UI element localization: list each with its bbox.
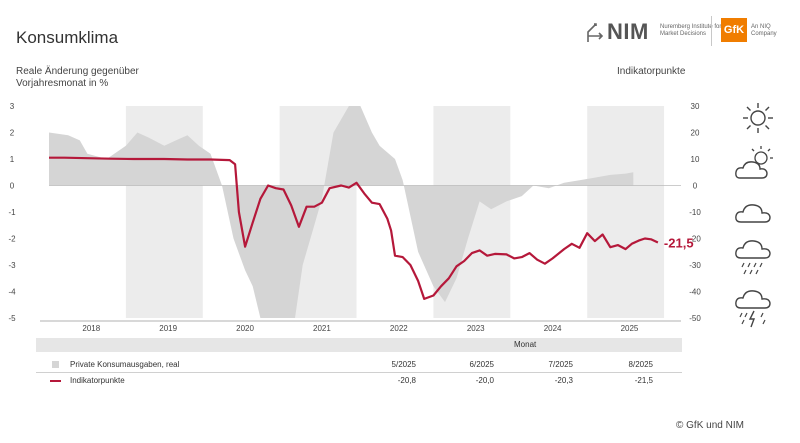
nim-logo-text: NIM xyxy=(607,19,649,44)
legend-header: Monat xyxy=(36,338,682,352)
year-label-2023: 2023 xyxy=(467,324,485,333)
year-label-2019: 2019 xyxy=(159,324,177,333)
arrow-logo-icon xyxy=(587,23,604,42)
legend-value-5: -20,8 xyxy=(397,376,416,385)
left-axis-label-line2: Vorjahresmonat in % xyxy=(16,78,109,89)
right-tick-20: 20 xyxy=(691,129,700,138)
legend-table: Monat 5/2025 6/2025 7/2025 8/2025 Privat… xyxy=(36,338,682,390)
left-tick-0: 0 xyxy=(10,182,15,191)
gfk-logo: GfK xyxy=(721,18,747,42)
legend-row-consumption: Private Konsumausgaben, real xyxy=(36,358,682,373)
year-label-2020: 2020 xyxy=(236,324,254,333)
right-tick--30: -30 xyxy=(689,261,701,270)
left-tick--1: -1 xyxy=(8,208,16,217)
legend-month-5: 5/2025 xyxy=(391,360,416,369)
left-axis-label: Reale Änderung gegenüber Vorjahresmonat … xyxy=(16,66,176,90)
legend-value-6: -20,0 xyxy=(475,376,494,385)
left-tick--4: -4 xyxy=(8,288,16,297)
nim-logo-subtitle: Nuremberg Institute for Market Decisions xyxy=(660,24,722,37)
legend-month-8: 8/2025 xyxy=(628,360,653,369)
year-label-2018: 2018 xyxy=(82,324,100,333)
legend-row-indicator: Indikatorpunkte -20,8 -20,0 -20,3 -21,5 xyxy=(36,374,682,388)
copyright: © GfK und NIM xyxy=(676,420,744,431)
logo-separator xyxy=(711,16,712,46)
end-value-label: -21,5 xyxy=(664,235,694,250)
legend-swatch-area xyxy=(52,361,59,368)
storm-cloud-icon xyxy=(735,290,771,328)
legend-value-8: -21,5 xyxy=(634,376,653,385)
right-tick--10: -10 xyxy=(689,208,701,217)
sun-icon xyxy=(743,103,773,133)
year-band-2025 xyxy=(587,106,665,318)
gfk-logo-subtitle: An NIQ Company xyxy=(751,24,777,37)
left-tick-3: 3 xyxy=(10,102,15,111)
left-tick--5: -5 xyxy=(8,314,16,323)
left-axis-label-line1: Reale Änderung gegenüber xyxy=(16,66,139,77)
right-tick-10: 10 xyxy=(691,155,700,164)
right-axis-label: Indikatorpunkte xyxy=(617,66,686,77)
right-tick--40: -40 xyxy=(689,288,701,297)
legend-month-6: 6/2025 xyxy=(469,360,494,369)
right-tick--50: -50 xyxy=(689,314,701,323)
weather-icons xyxy=(728,100,788,330)
left-tick--2: -2 xyxy=(8,235,16,244)
legend-swatch-line xyxy=(50,380,61,382)
sun-cloud-icon xyxy=(735,146,773,179)
year-label-2024: 2024 xyxy=(544,324,562,333)
legend-value-7: -20,3 xyxy=(554,376,573,385)
left-tick-2: 2 xyxy=(10,129,15,138)
indicator-line xyxy=(49,156,659,300)
cloud-icon xyxy=(735,204,771,223)
legend-month-7: 7/2025 xyxy=(548,360,573,369)
right-tick-30: 30 xyxy=(691,102,700,111)
left-tick--3: -3 xyxy=(8,261,16,270)
legend-label-indicator: Indikatorpunkte xyxy=(70,376,125,385)
year-label-2021: 2021 xyxy=(313,324,331,333)
year-label-2025: 2025 xyxy=(621,324,639,333)
right-tick--20: -20 xyxy=(689,235,701,244)
page-title: Konsumklima xyxy=(16,28,119,47)
brand-logos: NIM Nuremberg Institute for Market Decis… xyxy=(584,16,784,48)
left-tick-1: 1 xyxy=(10,155,15,164)
rain-cloud-icon xyxy=(735,240,771,275)
legend-header-label: Monat xyxy=(514,340,537,349)
right-tick-0: 0 xyxy=(693,182,698,191)
legend-label-consumption: Private Konsumausgaben, real xyxy=(70,360,180,369)
consumer-climate-chart: 3210-1-2-3-4-53020100-10-20-30-40-502018… xyxy=(8,102,701,333)
year-label-2022: 2022 xyxy=(390,324,408,333)
